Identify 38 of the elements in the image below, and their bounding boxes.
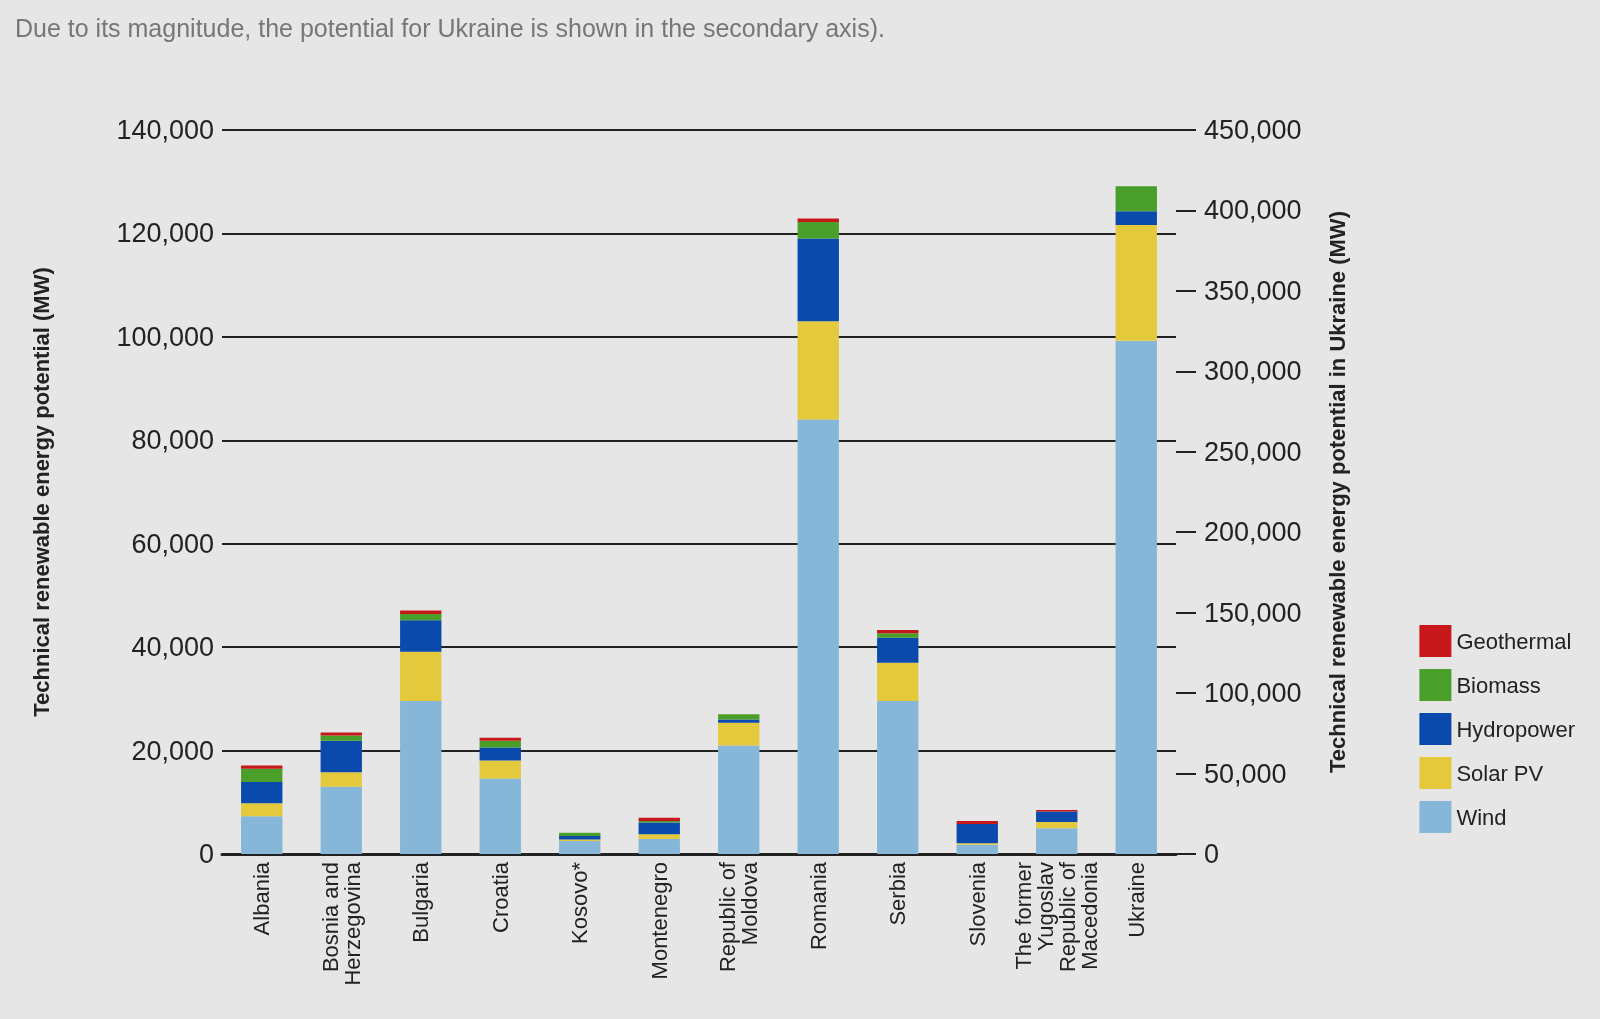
legend-label: Wind xyxy=(1456,804,1507,830)
y2-tick-label: 350,000 xyxy=(1204,275,1302,306)
legend-label: Hydropower xyxy=(1456,716,1575,742)
y2-tick-label: 50,000 xyxy=(1204,758,1287,789)
x-tick-label: Albania xyxy=(249,861,275,936)
y-tick-label: 120,000 xyxy=(116,218,214,249)
x-tick-label: Kosovo* xyxy=(567,861,593,944)
y-tick-label: 80,000 xyxy=(131,425,214,456)
y2-tick-label: 100,000 xyxy=(1204,678,1302,709)
y-tick-label: 40,000 xyxy=(131,632,214,663)
y-axis-title: Technical renewable energy potential (MW) xyxy=(28,267,54,717)
x-tick-label: Bulgaria xyxy=(408,861,434,943)
y2-axis-title: Technical renewable energy potential in Ukraine (MW) xyxy=(1324,211,1350,773)
y-tick-label: 140,000 xyxy=(116,115,214,145)
x-tick-label: Ukraine xyxy=(1123,862,1149,938)
x-tick-label: Romania xyxy=(805,861,831,951)
x-tick-label: Republic of Moldova xyxy=(715,861,763,973)
y2-tick-label: 0 xyxy=(1204,839,1220,869)
x-tick-label: Slovenia xyxy=(964,861,990,947)
y2-tick-label: 450,000 xyxy=(1204,115,1302,145)
legend-label: Geothermal xyxy=(1456,628,1572,654)
x-tick-label: Bosnia and Herzegovina xyxy=(317,861,365,986)
x-tick-label: Croatia xyxy=(487,861,513,933)
y-tick-label: 60,000 xyxy=(131,528,214,559)
y2-tick-label: 300,000 xyxy=(1204,356,1302,387)
y2-tick-label: 200,000 xyxy=(1204,517,1302,548)
y-tick-label: 0 xyxy=(198,839,214,869)
chart-title: Due to its magnitude, the potential for Ukraine is shown in the secondary axis). xyxy=(15,13,885,42)
x-tick-label: The former Yugoslav Republic of Macedonia xyxy=(1011,861,1103,973)
x-tick-label: Serbia xyxy=(885,861,911,926)
x-tick-label: Montenegro xyxy=(646,862,672,980)
legend-label: Biomass xyxy=(1456,672,1541,698)
y2-tick-label: 400,000 xyxy=(1204,195,1302,226)
y2-tick-label: 150,000 xyxy=(1204,597,1302,628)
y-tick-label: 20,000 xyxy=(131,735,214,766)
y2-tick-label: 250,000 xyxy=(1204,436,1302,467)
y-tick-label: 100,000 xyxy=(116,321,214,352)
legend-label: Solar PV xyxy=(1456,760,1544,786)
